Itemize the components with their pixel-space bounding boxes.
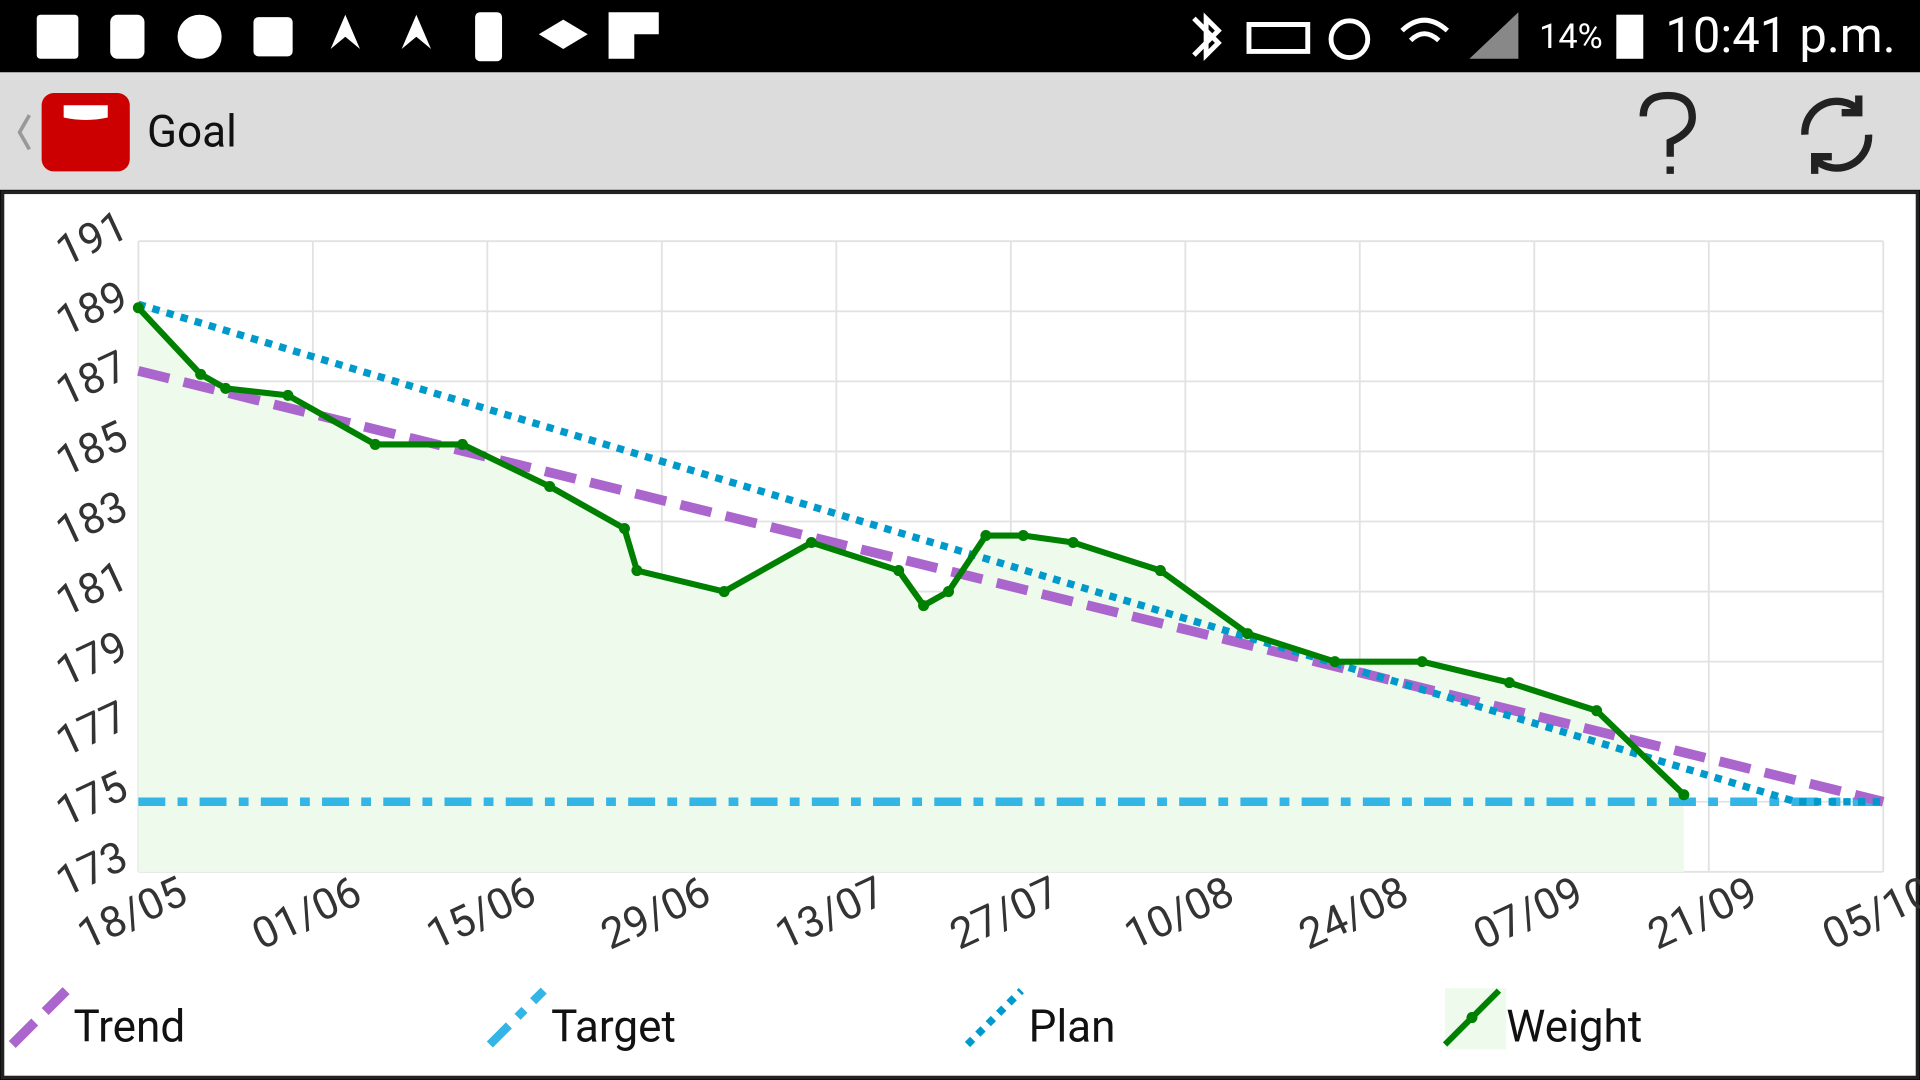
- series-line: [136, 305, 1686, 797]
- point: [456, 438, 468, 450]
- app-icon[interactable]: [41, 93, 130, 172]
- point: [1067, 537, 1079, 549]
- icon: [253, 17, 293, 57]
- point: [918, 600, 930, 612]
- app-bar: [0, 72, 1920, 190]
- point: [980, 530, 992, 542]
- clock: 10:41 p.m.: [1665, 7, 1895, 64]
- point: [282, 389, 294, 401]
- point: [1017, 530, 1029, 542]
- refresh-button[interactable]: [1801, 95, 1873, 174]
- point: [369, 438, 381, 450]
- icon: [1328, 18, 1371, 60]
- point: [718, 586, 730, 598]
- legend-point: [1466, 1012, 1478, 1024]
- icon: [608, 12, 659, 59]
- point: [1503, 677, 1515, 689]
- point: [893, 565, 905, 577]
- point: [1242, 628, 1254, 640]
- point: [220, 382, 232, 394]
- help-button[interactable]: [1639, 91, 1696, 174]
- point: [195, 368, 207, 380]
- icon: [177, 14, 222, 59]
- legend-label: Plan: [1029, 1000, 1116, 1052]
- point: [132, 302, 144, 314]
- point: [1154, 565, 1166, 577]
- point: [618, 522, 630, 535]
- app-title: Goal: [147, 105, 237, 157]
- series-line: [137, 300, 1884, 806]
- legend-swatch: [8, 987, 70, 1048]
- point: [631, 565, 643, 577]
- icon: [475, 12, 503, 62]
- battery-icon: [1616, 14, 1644, 59]
- point: [1329, 656, 1341, 668]
- point: [1678, 789, 1690, 801]
- icon: [1246, 22, 1311, 54]
- battery-text: 14%: [1539, 17, 1603, 57]
- legend-label: Weight: [1506, 1000, 1642, 1052]
- point: [805, 537, 817, 549]
- app-icon-scale: [63, 105, 108, 120]
- point: [1591, 705, 1603, 717]
- legend-label: Target: [551, 1000, 676, 1052]
- point: [1416, 656, 1428, 668]
- status-bar: [0, 0, 1920, 73]
- icon: [401, 14, 432, 49]
- legend-swatch: [486, 987, 547, 1048]
- icon: [1192, 12, 1222, 62]
- icon: [330, 14, 360, 49]
- legend-label: Trend: [73, 1000, 185, 1052]
- back-button[interactable]: [17, 114, 31, 151]
- point: [942, 586, 955, 598]
- icon: [1400, 17, 1449, 43]
- legend-swatch: [964, 988, 1024, 1048]
- icon: [1469, 12, 1519, 59]
- point: [544, 480, 556, 492]
- icon: [36, 14, 79, 59]
- icon: [110, 14, 145, 59]
